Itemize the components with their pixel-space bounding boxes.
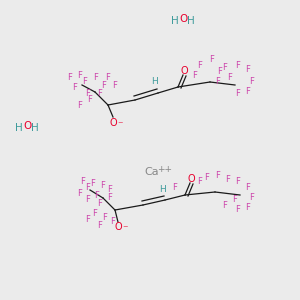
Text: F: F bbox=[198, 178, 203, 187]
Text: F: F bbox=[246, 88, 250, 97]
Text: F: F bbox=[108, 185, 112, 194]
Text: F: F bbox=[91, 178, 95, 188]
Text: F: F bbox=[218, 68, 222, 76]
Text: F: F bbox=[216, 77, 220, 86]
Text: F: F bbox=[111, 218, 116, 226]
Text: H: H bbox=[15, 123, 23, 133]
Text: F: F bbox=[223, 64, 227, 73]
Text: F: F bbox=[236, 61, 240, 70]
Text: F: F bbox=[246, 202, 250, 211]
Text: F: F bbox=[98, 199, 102, 208]
Text: H: H bbox=[187, 16, 195, 26]
Text: F: F bbox=[98, 88, 102, 98]
Text: O: O bbox=[23, 121, 31, 131]
Text: ⁻: ⁻ bbox=[117, 120, 123, 130]
Text: F: F bbox=[85, 196, 90, 205]
Text: F: F bbox=[103, 212, 107, 221]
Text: F: F bbox=[250, 194, 254, 202]
Text: F: F bbox=[246, 65, 250, 74]
Text: O: O bbox=[109, 118, 117, 128]
Text: F: F bbox=[82, 77, 87, 86]
Text: F: F bbox=[85, 184, 90, 193]
Text: F: F bbox=[246, 182, 250, 191]
Text: F: F bbox=[228, 74, 232, 82]
Text: F: F bbox=[223, 200, 227, 209]
Text: O: O bbox=[114, 222, 122, 232]
Text: F: F bbox=[112, 80, 117, 89]
Text: F: F bbox=[73, 83, 77, 92]
Text: ⁻: ⁻ bbox=[122, 224, 128, 234]
Text: F: F bbox=[78, 188, 82, 197]
Text: F: F bbox=[108, 194, 112, 202]
Text: F: F bbox=[94, 190, 99, 200]
Text: F: F bbox=[236, 89, 240, 98]
Text: H: H bbox=[31, 123, 39, 133]
Text: F: F bbox=[88, 95, 92, 104]
Text: F: F bbox=[236, 178, 240, 187]
Text: F: F bbox=[85, 215, 90, 224]
Text: H: H bbox=[152, 77, 158, 86]
Text: O: O bbox=[179, 14, 187, 24]
Text: H: H bbox=[171, 16, 179, 26]
Text: Ca: Ca bbox=[145, 167, 159, 177]
Text: F: F bbox=[78, 100, 82, 109]
Text: F: F bbox=[172, 184, 177, 193]
Text: F: F bbox=[85, 88, 90, 98]
Text: F: F bbox=[232, 196, 237, 205]
Text: F: F bbox=[93, 208, 98, 217]
Text: F: F bbox=[236, 206, 240, 214]
Text: H: H bbox=[159, 184, 165, 194]
Text: F: F bbox=[94, 74, 98, 82]
Text: F: F bbox=[78, 70, 82, 80]
Text: ++: ++ bbox=[158, 166, 172, 175]
Text: F: F bbox=[210, 56, 214, 64]
Text: F: F bbox=[193, 70, 197, 80]
Text: F: F bbox=[81, 178, 85, 187]
Text: F: F bbox=[216, 170, 220, 179]
Text: F: F bbox=[106, 74, 110, 82]
Text: F: F bbox=[226, 176, 230, 184]
Text: F: F bbox=[100, 181, 105, 190]
Text: F: F bbox=[68, 74, 72, 82]
Text: F: F bbox=[205, 173, 209, 182]
Text: O: O bbox=[187, 174, 195, 184]
Text: F: F bbox=[198, 61, 203, 70]
Text: F: F bbox=[98, 220, 102, 230]
Text: F: F bbox=[102, 80, 106, 89]
Text: O: O bbox=[180, 66, 188, 76]
Text: F: F bbox=[250, 77, 254, 86]
